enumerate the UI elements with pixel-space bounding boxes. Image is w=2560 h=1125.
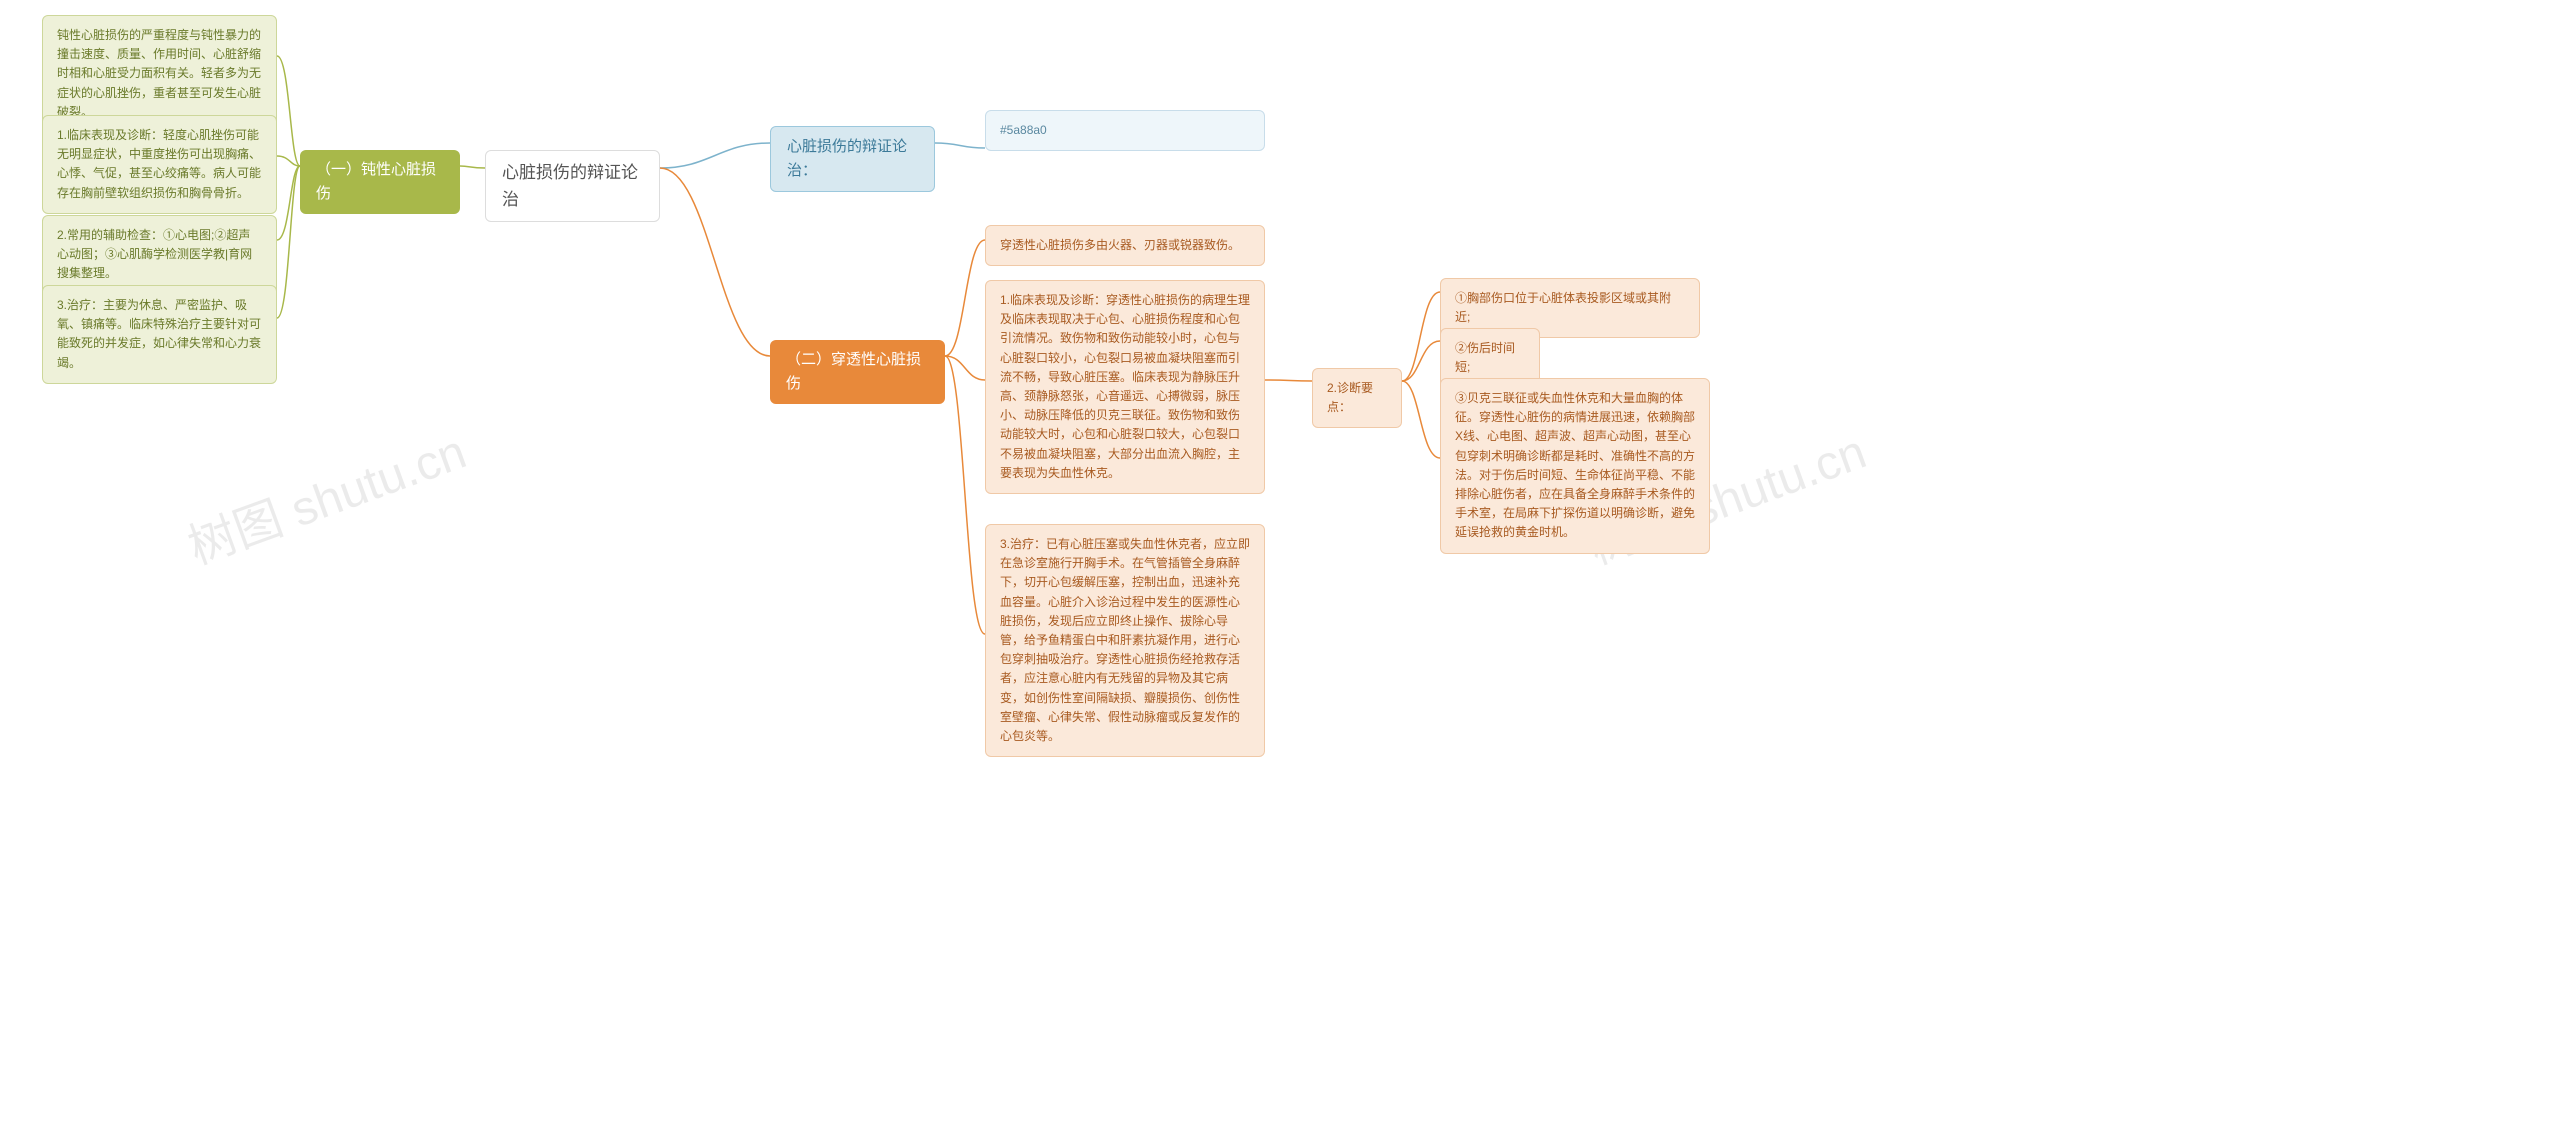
branch-blunt[interactable]: （一）钝性心脏损伤 (300, 150, 460, 214)
watermark-1: 树图 shutu.cn (177, 412, 474, 577)
penetrating-leaf-2: 1.临床表现及诊断：穿透性心脏损伤的病理生理及临床表现取决于心包、心脏损伤程度和… (985, 280, 1265, 494)
branch-penetrating[interactable]: （二）穿透性心脏损伤 (770, 340, 945, 404)
blunt-leaf-2: 1.临床表现及诊断：轻度心肌挫伤可能无明显症状，中重度挫伤可出现胸痛、心悸、气促… (42, 115, 277, 214)
diagnosis-leaf-3: ③贝克三联征或失血性休克和大量血胸的体征。穿透性心脏伤的病情进展迅速，依赖胸部X… (1440, 378, 1710, 554)
root-node[interactable]: 心脏损伤的辩证论治 (485, 150, 660, 222)
penetrating-sub-diagnosis[interactable]: 2.诊断要点： (1312, 368, 1402, 428)
penetrating-leaf-1: 穿透性心脏损伤多由火器、刃器或锐器致伤。 (985, 225, 1265, 266)
penetrating-leaf-3: 3.治疗：已有心脏压塞或失血性休克者，应立即在急诊室施行开胸手术。在气管插管全身… (985, 524, 1265, 757)
overview-leaf: #5a88a0 (985, 110, 1265, 151)
blunt-leaf-3: 2.常用的辅助检查：①心电图;②超声心动图；③心肌酶学检测医学教|育网搜集整理。 (42, 215, 277, 295)
blunt-leaf-4: 3.治疗：主要为休息、严密监护、吸氧、镇痛等。临床特殊治疗主要针对可能致死的并发… (42, 285, 277, 384)
branch-overview[interactable]: 心脏损伤的辩证论治： (770, 126, 935, 192)
